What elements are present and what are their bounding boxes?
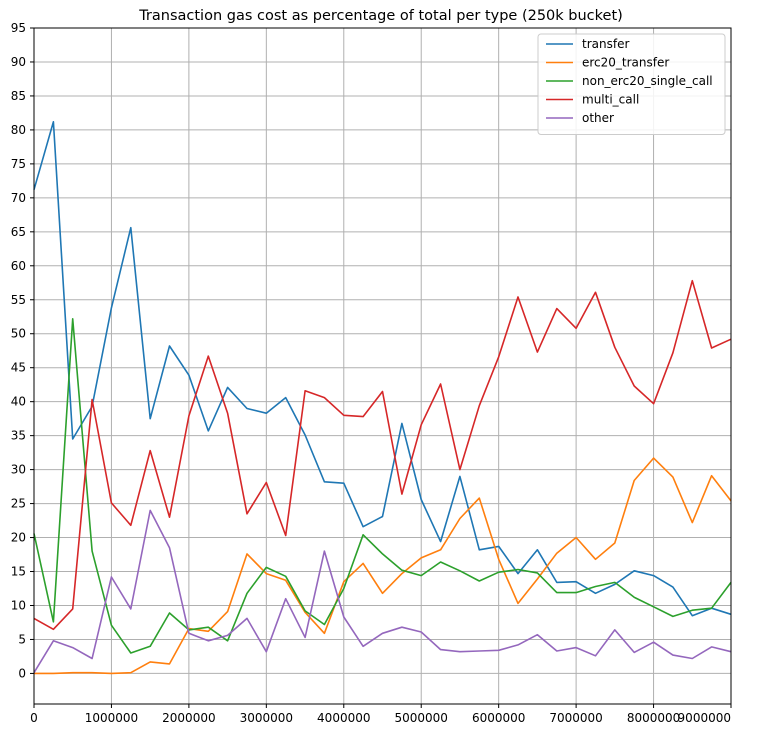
y-tick-label: 5: [18, 632, 26, 646]
legend-label: erc20_transfer: [582, 56, 669, 70]
y-tick-label: 20: [11, 531, 26, 545]
y-tick-label: 10: [11, 598, 26, 612]
y-tick-label: 0: [18, 666, 26, 680]
legend-label: multi_call: [582, 93, 639, 107]
legend-label: transfer: [582, 37, 629, 51]
series-line-erc20-transfer: [34, 457, 732, 675]
x-tick-label: 7000000: [549, 711, 602, 725]
y-tick-label: 70: [11, 191, 26, 205]
x-tick-label: 2000000: [162, 711, 215, 725]
y-tick-label: 65: [11, 225, 26, 239]
x-tick-label: 1000000: [85, 711, 138, 725]
y-tick-label: 95: [11, 21, 26, 35]
series-line-other: [33, 509, 732, 674]
series-line-non-erc20-single-call: [33, 317, 732, 654]
x-tick-label: 4000000: [317, 711, 370, 725]
chart-title: Transaction gas cost as percentage of to…: [138, 8, 623, 24]
legend-label: other: [582, 111, 614, 125]
y-tick-label: 40: [11, 395, 26, 409]
x-tick-label: 6000000: [472, 711, 525, 725]
x-tick-label: 3000000: [240, 711, 293, 725]
y-tick-label: 35: [11, 429, 26, 443]
x-tick-label: 5000000: [394, 711, 447, 725]
legend-box: [537, 33, 726, 135]
y-tick-label: 80: [11, 123, 26, 137]
x-tick-label: 9000000: [678, 711, 731, 725]
series-line-transfer: [33, 121, 732, 617]
legend-label: non_erc20_single_call: [582, 74, 713, 88]
plot-frame: [33, 27, 732, 705]
y-tick-label: 45: [11, 361, 26, 375]
x-tick-label: 8000000: [627, 711, 680, 725]
y-tick-label: 60: [11, 259, 26, 273]
y-tick-label: 30: [11, 463, 26, 477]
series-lines: [33, 121, 732, 675]
axes: 0 1000000 2000000 3000000 4000000 5000000 6000…: [11, 21, 732, 725]
series-line-multi-call: [33, 279, 732, 631]
y-tick-label: 50: [11, 327, 26, 341]
x-tick-label: 0: [30, 711, 38, 725]
y-tick-label: 25: [11, 497, 26, 511]
y-tick-label: 90: [11, 55, 26, 69]
y-tick-label: 75: [11, 157, 26, 171]
y-tick-label: 15: [11, 565, 26, 579]
y-tick-label: 85: [11, 89, 26, 103]
legend: transfer erc20_transfer non_erc20_single_c…: [537, 33, 726, 135]
y-tick-label: 55: [11, 293, 26, 307]
